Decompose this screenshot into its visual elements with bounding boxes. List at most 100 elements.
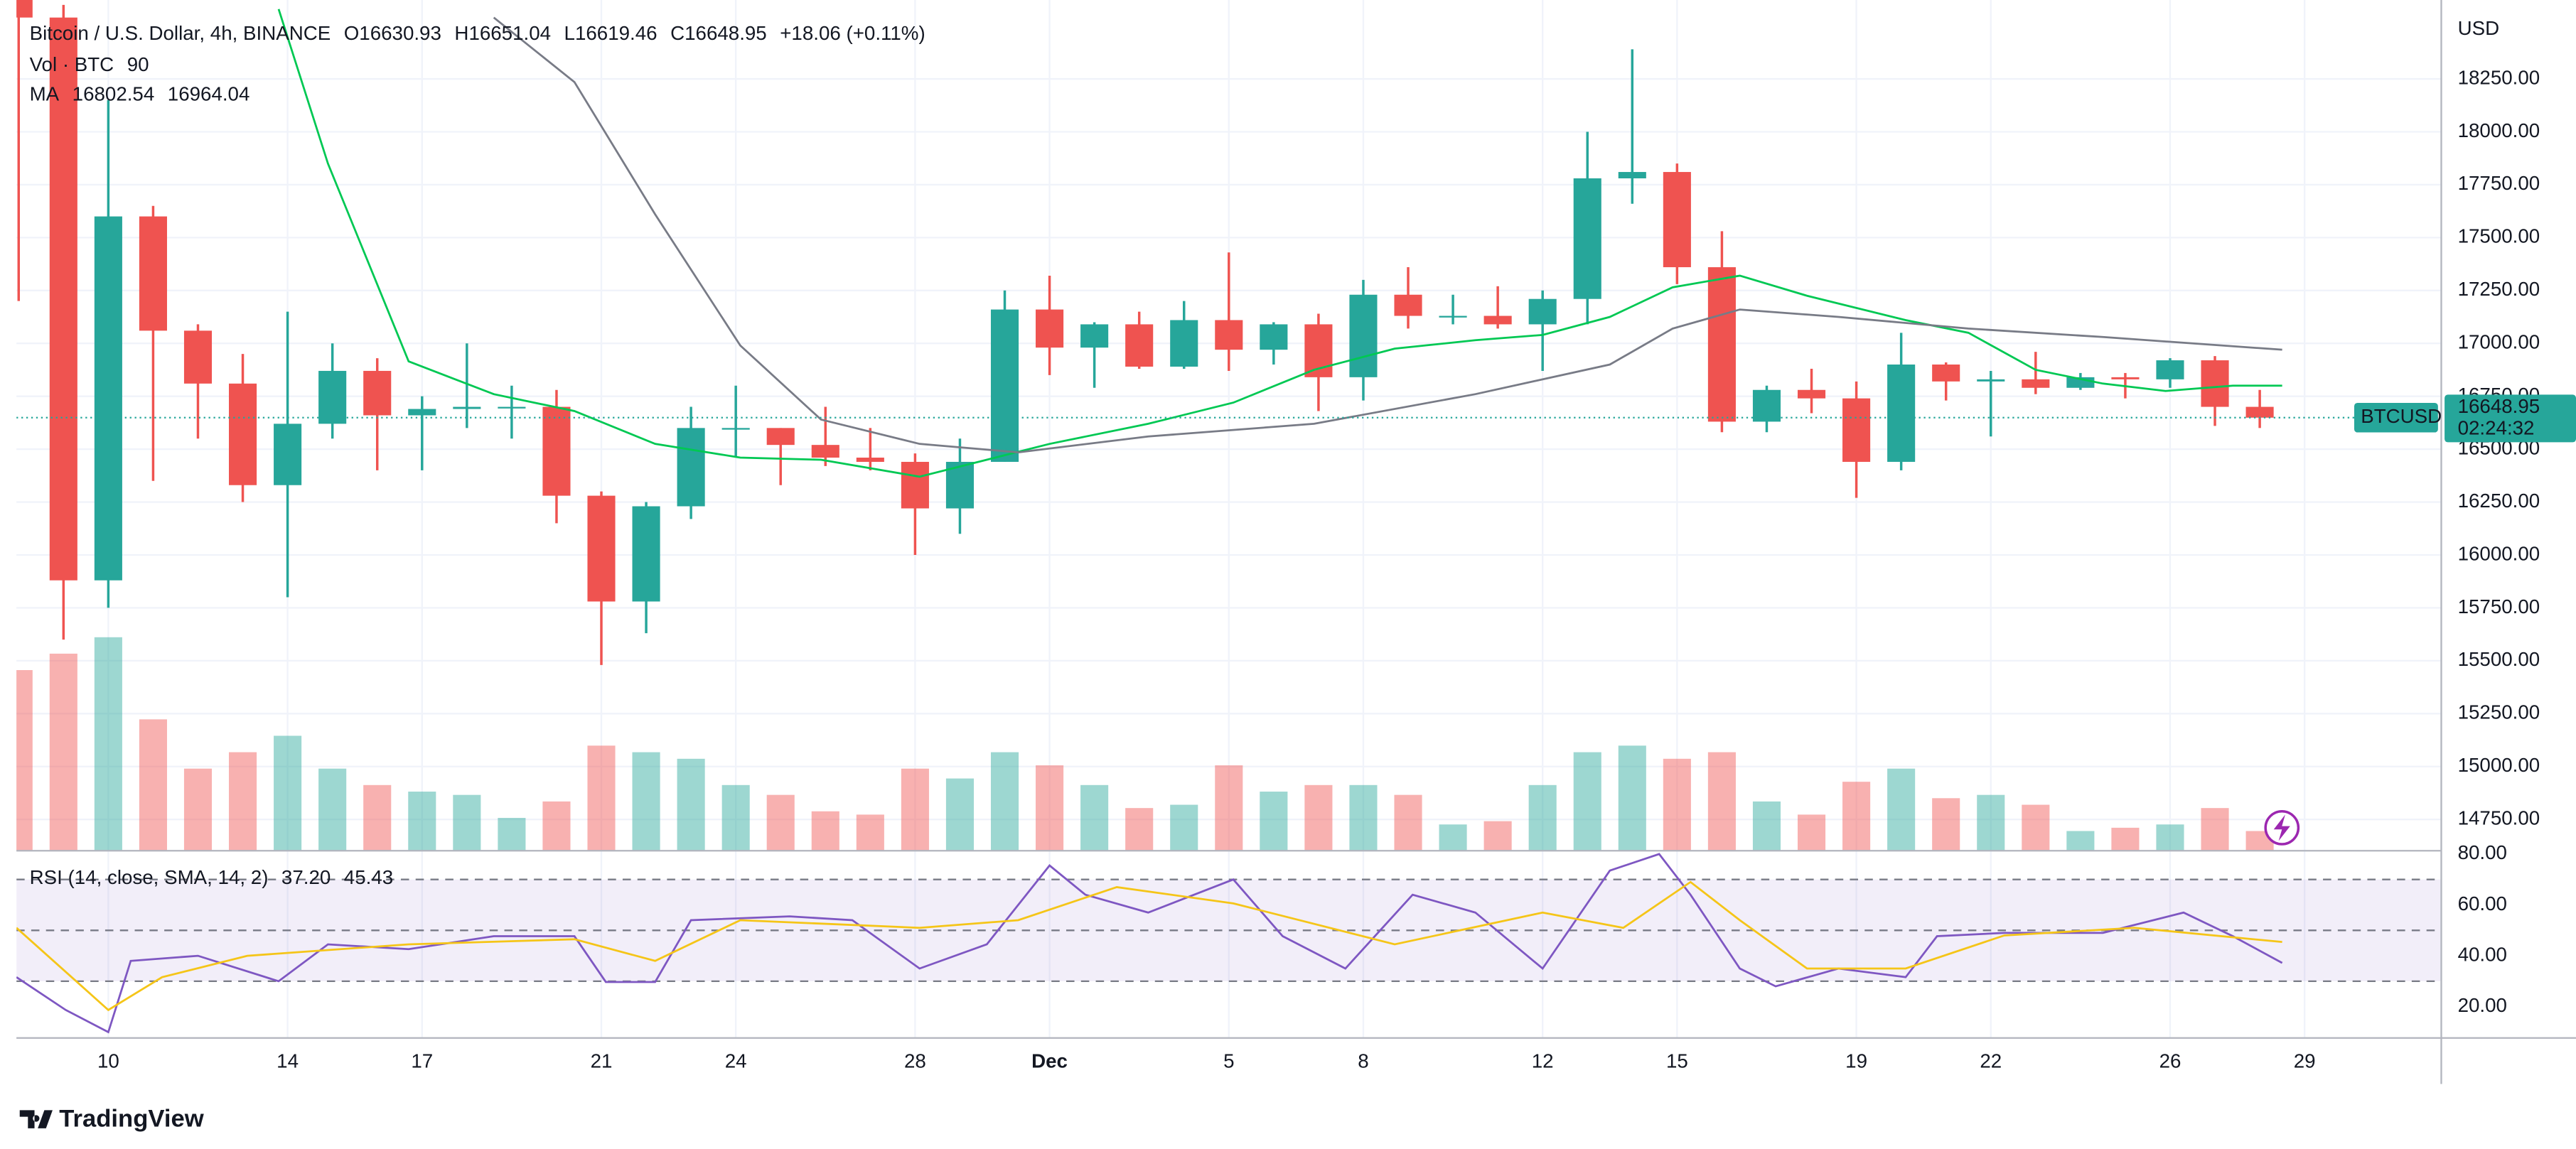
candle-body <box>587 495 616 602</box>
rsi-line <box>16 880 2282 1012</box>
candle-body <box>498 406 526 409</box>
x-tick-label: 22 <box>1980 1050 2002 1072</box>
y-tick-label: 15000.00 <box>2458 754 2540 776</box>
candle-body <box>2022 379 2050 388</box>
candle-body <box>139 216 167 331</box>
price-tag-value: 16648.95 <box>2458 395 2540 417</box>
candle-body <box>1797 389 1826 399</box>
brand-logo: TradingView <box>19 1105 205 1132</box>
x-tick-label: 24 <box>725 1050 747 1072</box>
y-tick-label: 17000.00 <box>2458 331 2540 353</box>
candle-body <box>408 409 436 416</box>
candle-body <box>1215 320 1243 350</box>
volume-bar <box>1036 765 1064 851</box>
candle-body <box>2201 360 2229 407</box>
rsi-line <box>16 853 2283 1034</box>
y-tick-label: 15500.00 <box>2458 648 2540 670</box>
candle-body <box>901 461 929 509</box>
volume-bar <box>542 801 571 851</box>
candle-body <box>1260 324 1288 350</box>
x-tick-label: 17 <box>411 1050 433 1072</box>
candle-body <box>1349 294 1378 377</box>
x-tick-label: 10 <box>97 1050 119 1072</box>
x-tick-label: 29 <box>2294 1050 2316 1072</box>
candle-body <box>453 406 481 409</box>
rsi-layer <box>16 853 2442 1034</box>
volume-bar <box>2066 831 2095 851</box>
x-tick-label: 21 <box>591 1050 613 1072</box>
ohlc-label: L <box>564 22 575 44</box>
volume-bar <box>1260 792 1288 851</box>
x-tick-label: 8 <box>1358 1050 1368 1072</box>
volume-bar <box>408 792 436 851</box>
volume-bar <box>1528 784 1557 851</box>
volume-bar <box>229 752 257 851</box>
moving-average-line <box>493 16 2282 453</box>
volume-bar <box>856 814 884 851</box>
x-tick-label: Dec <box>1031 1050 1068 1072</box>
legend: Bitcoin / U.S. Dollar, 4h, BINANCE O 16630… <box>30 22 925 888</box>
candle-body <box>721 428 750 430</box>
y-tick-label: 17500.00 <box>2458 225 2540 247</box>
volume-bar <box>632 752 660 851</box>
price-tag-countdown: 02:24:32 <box>2458 416 2535 438</box>
volume-bar <box>1707 752 1736 851</box>
volume-layer <box>16 637 2274 851</box>
volume-bar <box>1125 808 1154 851</box>
volume-bar <box>2111 827 2140 851</box>
grid <box>16 0 2442 1038</box>
ohlc-value: 16648.95 <box>685 22 767 44</box>
candle-body <box>1528 298 1557 325</box>
rsi-tick-label: 60.00 <box>2458 892 2507 915</box>
volume-bar <box>498 818 526 851</box>
volume-bar <box>1573 752 1601 851</box>
y-tick-label: 18250.00 <box>2458 66 2540 88</box>
volume-bar <box>16 670 33 851</box>
ohlc-label: C <box>670 22 685 44</box>
moving-average-line <box>277 9 2282 478</box>
candle-body <box>1170 320 1198 367</box>
y-tick-label: 16000.00 <box>2458 542 2540 564</box>
currency-label: USD <box>2458 17 2500 39</box>
volume-label: Vol · BTC <box>30 53 114 75</box>
volume-bar <box>49 653 77 851</box>
x-tick-label: 19 <box>1845 1050 1867 1072</box>
candle-body <box>1483 315 1512 325</box>
volume-bar <box>945 778 975 851</box>
y-tick-label: 18000.00 <box>2458 119 2540 141</box>
volume-bar <box>453 794 481 851</box>
alert-icon[interactable] <box>2264 810 2300 846</box>
price-change: +18.06 (+0.11%) <box>780 22 925 44</box>
volume-bar <box>1977 794 2005 851</box>
candle-body <box>16 0 33 18</box>
x-tick-label: 14 <box>277 1050 299 1072</box>
candle-body <box>94 216 122 581</box>
volume-bar <box>318 768 347 851</box>
candle-body <box>229 383 257 485</box>
price-tag-box <box>2444 394 2576 443</box>
candle-body <box>1080 324 1109 348</box>
volume-bar <box>1842 782 1871 851</box>
volume-bar <box>901 768 929 851</box>
volume-bar <box>2201 808 2229 851</box>
volume-bar <box>766 794 795 851</box>
candle-body <box>183 330 213 384</box>
candle-body <box>677 428 705 507</box>
candle-body <box>1842 398 1871 462</box>
price-layer <box>16 0 2442 665</box>
volume-bar <box>811 811 839 851</box>
y-tick-label: 17750.00 <box>2458 172 2540 194</box>
candle-body <box>1125 324 1154 367</box>
volume-bar <box>587 745 616 851</box>
volume-value: 90 <box>127 53 149 75</box>
volume-bar <box>94 637 122 851</box>
candle-body <box>1977 379 2005 382</box>
candle-body <box>1887 365 1916 462</box>
candle-body <box>2156 360 2184 379</box>
y-tick-label: 16250.00 <box>2458 490 2540 512</box>
candle-body <box>318 370 347 424</box>
candle-body <box>1932 365 1960 382</box>
volume-bar <box>677 758 705 851</box>
